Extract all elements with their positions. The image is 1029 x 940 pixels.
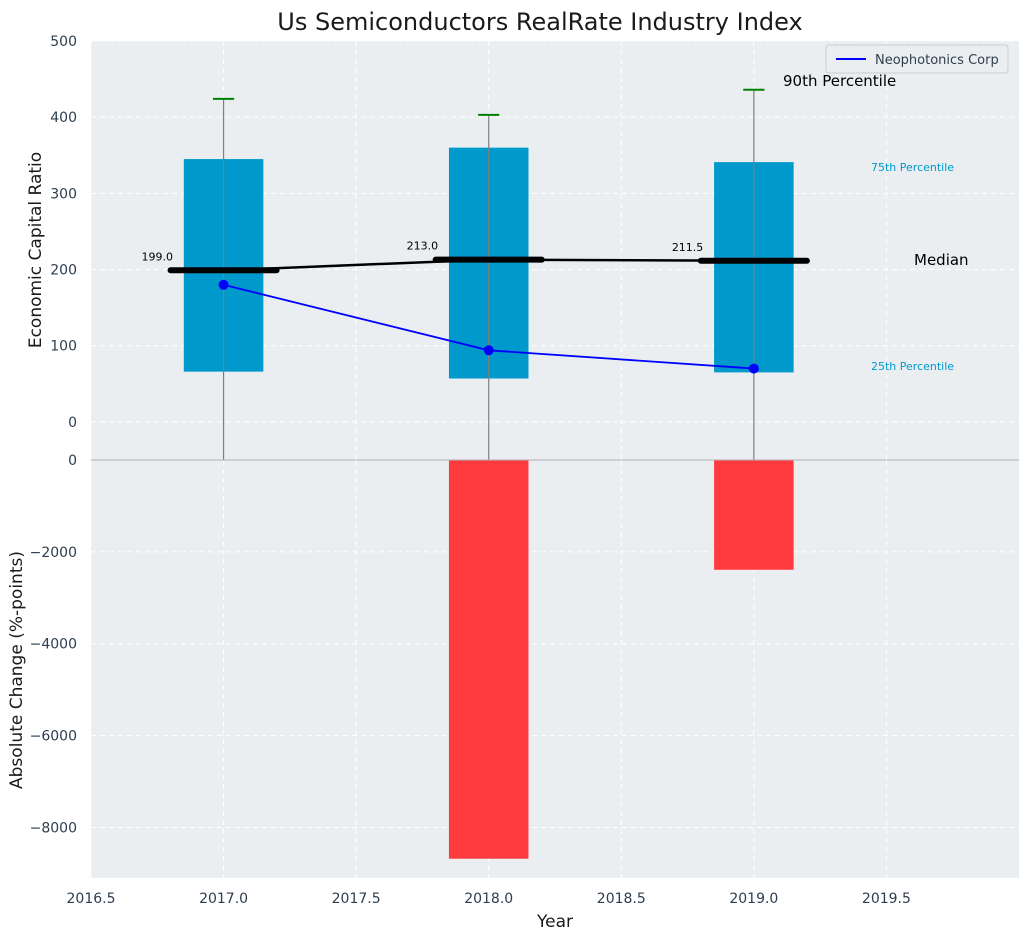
legend: Neophotonics Corp	[825, 44, 1009, 74]
top-y-tick-label: 300	[50, 186, 77, 202]
top-y-tick-label: 0	[68, 415, 77, 431]
bottom-y-tick-label: −2000	[30, 545, 77, 561]
x-tick-label: 2018.0	[464, 891, 513, 907]
bottom-y-tick-label: 0	[68, 453, 77, 469]
bottom-grid	[90, 459, 1019, 878]
x-tick-label: 2016.5	[67, 891, 116, 907]
series-point	[748, 363, 759, 374]
top-y-tick-label: 500	[50, 34, 77, 50]
x-tick-label: 2017.5	[332, 891, 381, 907]
bottom-y-tick-label: −4000	[30, 637, 77, 653]
bottom-y-tick-label: −8000	[30, 820, 77, 836]
bottom-y-axis-title: Absolute Change (%-points)	[7, 551, 27, 789]
series-point	[483, 345, 494, 356]
x-tick-label: 2019.0	[729, 891, 778, 907]
top-y-tick-label: 400	[50, 110, 77, 126]
top-y-tick-label: 200	[50, 263, 77, 279]
series-point	[218, 279, 229, 290]
change-bar	[714, 460, 794, 570]
top-y-axis-title: Economic Capital Ratio	[26, 152, 46, 348]
chart-title: Us Semiconductors RealRate Industry Inde…	[277, 8, 802, 36]
top-plot: 199.0 213.0 211.5	[142, 88, 810, 460]
median-value-label: 199.0	[142, 250, 174, 263]
legend-label: Neophotonics Corp	[875, 53, 999, 68]
annotation-p90: 90th Percentile	[783, 72, 896, 90]
x-tick-label: 2019.5	[862, 891, 911, 907]
x-tick-label: 2018.5	[597, 891, 646, 907]
top-y-tick-label: 100	[50, 339, 77, 355]
median-value-label: 211.5	[672, 241, 704, 254]
bottom-y-tick-label: −6000	[30, 729, 77, 745]
x-axis-title: Year	[536, 912, 573, 932]
bottom-plot-background	[91, 460, 1019, 878]
annotation-p75: 75th Percentile	[871, 161, 954, 174]
annotation-p25: 25th Percentile	[871, 360, 954, 373]
bottom-plot	[448, 460, 794, 859]
annotation-median: Median	[914, 251, 969, 269]
change-bar	[448, 460, 529, 859]
legend-box	[825, 44, 1009, 74]
x-tick-label: 2017.0	[199, 891, 248, 907]
median-value-label: 213.0	[407, 240, 439, 253]
